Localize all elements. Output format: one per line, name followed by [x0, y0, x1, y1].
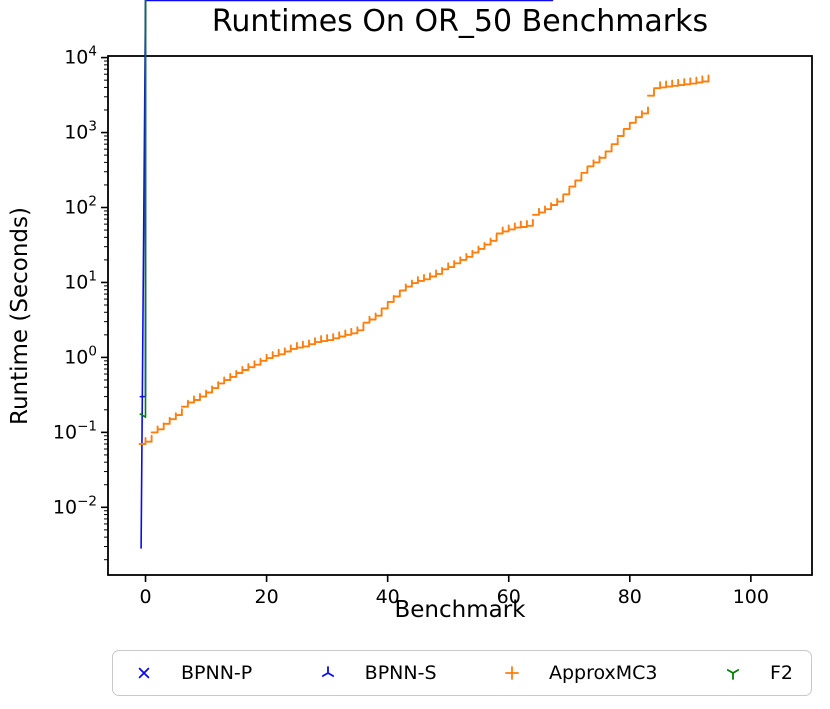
x-marker-icon — [138, 667, 150, 679]
legend-item-bpnn-s: BPNN-S — [315, 662, 437, 684]
tri-down-marker-icon — [726, 669, 740, 680]
x-axis-ticks: 0 20 40 60 80 100 — [139, 575, 769, 608]
tri_up-glyph — [321, 666, 334, 677]
series-f2-points — [139, 0, 147, 418]
plus-marker-icon — [505, 666, 519, 680]
y-tick-label: 101 — [64, 268, 97, 293]
y-tick-label: 104 — [64, 44, 97, 69]
y-tick-label: 10−2 — [53, 493, 97, 518]
x-tick-label: 60 — [497, 586, 521, 608]
x-tick-label: 80 — [618, 586, 642, 608]
legend-item-f2: F2 — [720, 662, 793, 684]
legend-item-approxmc3: ApproxMC3 — [499, 662, 658, 684]
y-tick-label: 103 — [64, 119, 97, 144]
tri-up-marker-icon — [321, 666, 334, 677]
legend-label: BPNN-P — [181, 662, 253, 684]
legend-label: BPNN-S — [364, 662, 437, 684]
legend-label: ApproxMC3 — [548, 662, 658, 684]
y-tick-label: 100 — [64, 343, 97, 368]
x-tick-label: 0 — [139, 586, 151, 608]
tri_down-glyph — [726, 669, 740, 680]
x-tick-label: 40 — [376, 586, 400, 608]
series-bpnn-p-points — [141, 0, 552, 552]
x-tick-label: 100 — [733, 586, 769, 608]
x-axis-label: Benchmark — [394, 597, 526, 623]
chart-title: Runtimes On OR_50 Benchmarks — [211, 4, 709, 39]
plus-glyph — [505, 666, 519, 680]
y-axis-ticks: 104 103 102 101 100 10−1 10−2 — [53, 44, 108, 561]
x-glyph — [138, 667, 150, 679]
y-tick-label: 10−1 — [53, 418, 97, 443]
legend-label: F2 — [769, 662, 793, 684]
x-tick-label: 20 — [255, 586, 279, 608]
y-axis-label: Runtime (Seconds) — [7, 207, 33, 425]
series-approxmc3-points — [138, 74, 710, 446]
plot-border — [107, 55, 813, 576]
y-tick-label: 102 — [64, 193, 97, 218]
legend-item-bpnn-p: BPNN-P — [131, 662, 252, 684]
legend: BPNN-P BPNN-S ApproxMC3 F2 — [112, 650, 812, 696]
